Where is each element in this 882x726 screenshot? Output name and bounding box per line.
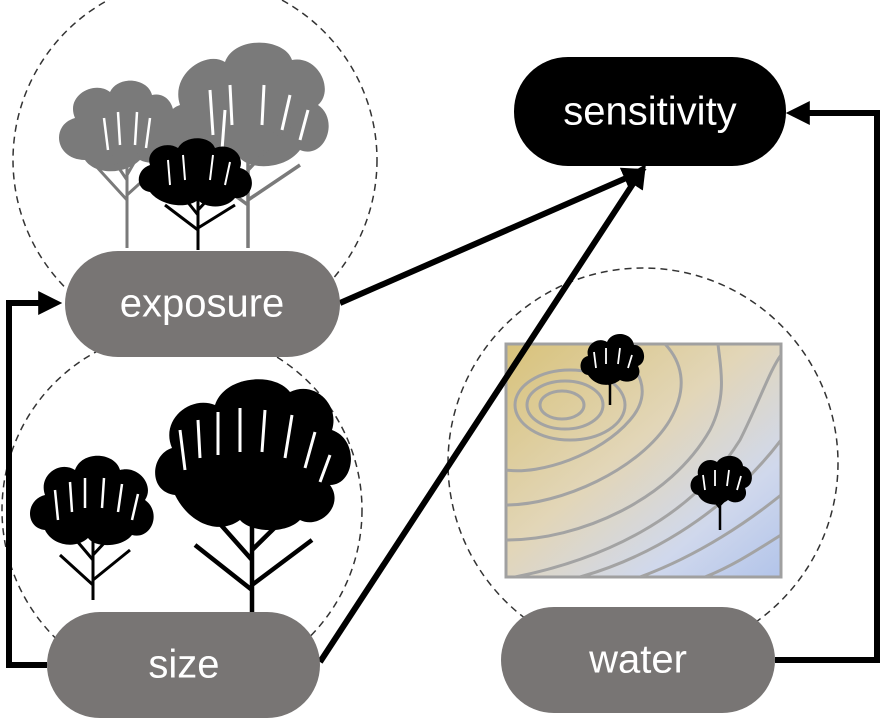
water-node: water — [501, 607, 775, 713]
edge-size-exposure — [6, 291, 63, 668]
large-tree-icon — [155, 379, 351, 612]
sensitivity-label: sensitivity — [563, 90, 736, 134]
map-tree-bottom-icon — [690, 455, 752, 530]
sensitivity-pill — [514, 57, 786, 166]
water-pill — [501, 607, 775, 713]
small-tree-icon — [30, 455, 154, 600]
water-label: water — [588, 638, 687, 682]
size-label: size — [148, 643, 219, 687]
size-node: size — [47, 612, 320, 718]
edge-water-sensitivity — [775, 101, 880, 663]
black-tree-center-icon — [138, 138, 252, 250]
map-tree-top-icon — [580, 334, 645, 405]
edge-size-sensitivity — [317, 163, 646, 664]
sensitivity-node: sensitivity — [514, 57, 786, 166]
topographic-map-icon — [504, 334, 783, 579]
exposure-pill — [65, 251, 340, 357]
size-pill — [47, 612, 320, 718]
tree-size-icon — [30, 379, 351, 612]
exposure-node: exposure — [65, 251, 340, 357]
grey-tree-left-icon — [58, 80, 174, 248]
tree-canopy-icon — [58, 42, 329, 250]
exposure-label: exposure — [120, 282, 285, 326]
exposure-circle — [12, 0, 378, 343]
edge-exposure-sensitivity — [338, 167, 647, 306]
